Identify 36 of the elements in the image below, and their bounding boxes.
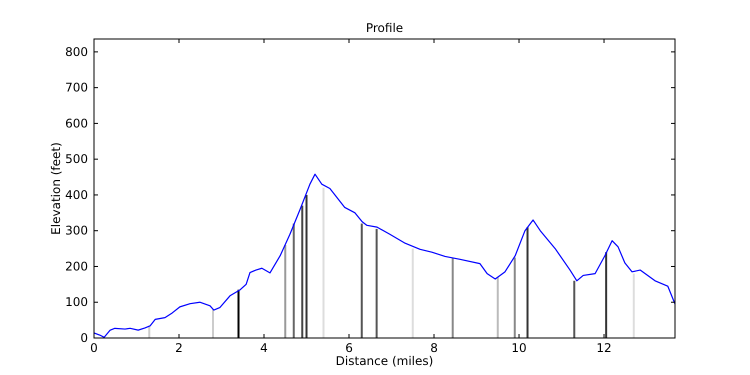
bar: [573, 280, 576, 338]
bar: [412, 248, 414, 338]
x-tick-label: 12: [596, 341, 612, 355]
bar: [452, 258, 454, 338]
y-tick-label: 800: [65, 44, 88, 59]
bar: [292, 224, 295, 338]
x-tick-label: 10: [511, 341, 527, 355]
bar: [376, 228, 378, 338]
y-tick-label: 200: [65, 259, 88, 274]
x-tick-label: 8: [430, 341, 438, 355]
chart-title: Profile: [366, 21, 404, 35]
x-tick-label: 2: [175, 341, 183, 355]
bar: [605, 252, 608, 338]
y-tick-label: 500: [65, 152, 88, 166]
y-tick-label: 600: [65, 116, 88, 130]
y-tick-label: 700: [65, 80, 88, 95]
line-series: [94, 174, 675, 338]
x-tick-label: 0: [90, 341, 98, 355]
x-tick-label: 6: [345, 341, 353, 355]
x-tick-label: 4: [260, 341, 268, 355]
x-axis-title: Distance (miles): [336, 354, 434, 368]
bar: [632, 274, 635, 338]
bar: [360, 224, 363, 338]
bar: [526, 227, 529, 338]
bar: [514, 258, 516, 338]
y-tick-label: 400: [65, 188, 88, 202]
bar: [301, 206, 304, 338]
y-tick-label: 300: [65, 224, 88, 238]
y-tick-label: 100: [65, 295, 88, 310]
bar: [322, 188, 325, 338]
bar: [306, 194, 308, 338]
bar: [212, 309, 214, 338]
bar: [496, 277, 499, 338]
y-tick-label: 0: [80, 331, 88, 345]
y-axis-title: Elevation (feet): [49, 142, 63, 235]
bar: [284, 245, 286, 338]
